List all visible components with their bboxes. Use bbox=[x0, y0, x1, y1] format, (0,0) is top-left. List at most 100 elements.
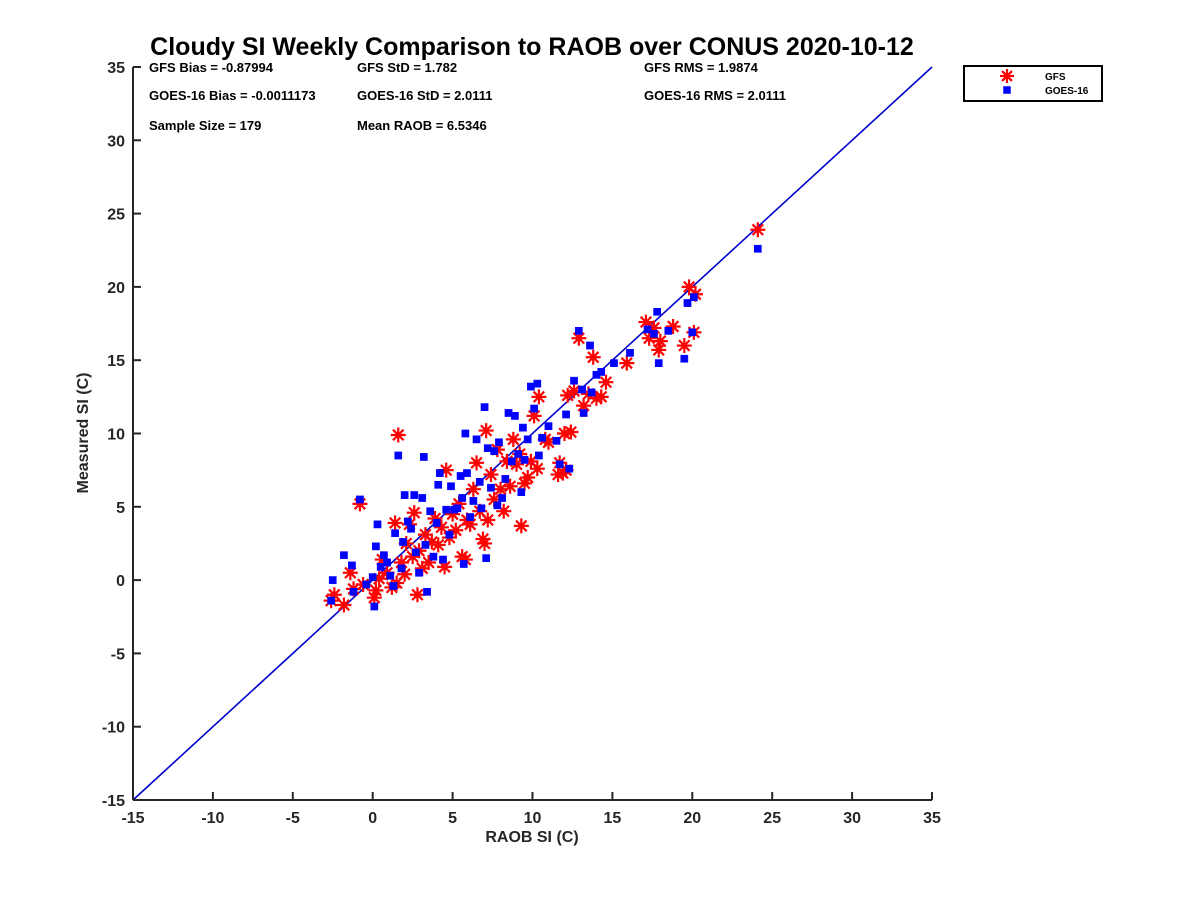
goes16-point bbox=[400, 491, 409, 499]
goes16-point bbox=[562, 410, 570, 419]
gfs-point bbox=[651, 342, 667, 358]
gfs-point bbox=[566, 383, 582, 399]
goes16-point bbox=[753, 244, 762, 253]
gfs-point bbox=[480, 512, 496, 528]
goes16-point bbox=[380, 551, 388, 560]
x-axis-label: RAOB SI (C) bbox=[485, 829, 578, 846]
y-tick-label: -15 bbox=[102, 793, 125, 810]
goes16-point bbox=[501, 475, 510, 483]
gfs-point bbox=[563, 424, 579, 440]
goes16-point bbox=[445, 530, 454, 539]
goes16-point bbox=[407, 524, 415, 533]
goes16-point bbox=[517, 488, 526, 496]
gfs-point bbox=[433, 519, 449, 535]
y-tick-label: 25 bbox=[107, 207, 125, 224]
goes16-point bbox=[327, 596, 336, 605]
goes16-point bbox=[579, 409, 588, 417]
gfs-point bbox=[427, 511, 443, 527]
goes16-point bbox=[410, 491, 419, 499]
gfs-point bbox=[665, 318, 681, 334]
goes16-point bbox=[680, 354, 689, 363]
gfs-point bbox=[387, 515, 403, 531]
gfs-point bbox=[652, 333, 668, 349]
goes16-point bbox=[565, 464, 574, 473]
gfs-point bbox=[681, 279, 697, 295]
goes16-point bbox=[419, 453, 428, 461]
gfs-point bbox=[638, 314, 654, 330]
legend-marker bbox=[1003, 86, 1011, 94]
gfs-point bbox=[462, 516, 478, 532]
gfs-point bbox=[593, 389, 609, 405]
gfs-point bbox=[438, 462, 454, 478]
gfs-point bbox=[374, 552, 390, 568]
goes16-point bbox=[376, 563, 385, 571]
gfs-point bbox=[465, 481, 481, 497]
goes16-point bbox=[383, 558, 391, 567]
goes16-point bbox=[368, 573, 377, 582]
goes16-point bbox=[544, 422, 553, 431]
gfs-point bbox=[509, 456, 525, 472]
x-tick-label: 0 bbox=[368, 810, 377, 827]
gfs-point bbox=[336, 597, 352, 613]
goes16-point bbox=[507, 457, 516, 466]
gfs-point bbox=[406, 505, 422, 521]
goes16-point bbox=[690, 293, 698, 302]
x-tick-label: 35 bbox=[923, 810, 941, 827]
y-tick-label: -5 bbox=[111, 646, 125, 663]
goes16-point bbox=[421, 541, 430, 549]
gfs-point bbox=[550, 467, 566, 483]
goes16-point bbox=[538, 434, 546, 442]
x-tick-label: 15 bbox=[604, 810, 622, 827]
goes16-point bbox=[480, 403, 489, 411]
goes16-point bbox=[415, 568, 423, 577]
legend: GFS GOES-16 bbox=[963, 65, 1103, 102]
goes16-point bbox=[391, 529, 399, 538]
gfs-point bbox=[588, 390, 604, 406]
gfs-point bbox=[371, 571, 387, 587]
gfs-point bbox=[397, 566, 413, 582]
gfs-point bbox=[499, 453, 515, 469]
y-tick-label: 5 bbox=[116, 500, 125, 517]
gfs-point bbox=[417, 527, 433, 543]
goes16-point bbox=[370, 602, 379, 611]
x-tick-label: -5 bbox=[286, 810, 300, 827]
gfs-point bbox=[430, 537, 446, 553]
goes16-point bbox=[434, 480, 443, 489]
goes16-point bbox=[511, 412, 519, 420]
goes16-point bbox=[389, 582, 398, 590]
gfs-point bbox=[448, 522, 464, 538]
goes16-point bbox=[653, 307, 661, 316]
goes16-point bbox=[574, 327, 583, 335]
goes16-point bbox=[493, 501, 502, 510]
stat-annotation: GFS Bias = -0.87994 bbox=[149, 60, 274, 75]
goes16-point bbox=[466, 513, 475, 521]
y-tick-label: 0 bbox=[116, 573, 125, 590]
gfs-point bbox=[390, 427, 406, 443]
goes16-point bbox=[469, 497, 478, 505]
x-tick-label: -10 bbox=[201, 810, 224, 827]
goes16-point bbox=[397, 564, 406, 573]
legend-marker bbox=[1000, 69, 1014, 83]
goes16-point bbox=[535, 451, 543, 460]
goes16-point bbox=[578, 385, 586, 394]
x-tick-label: 25 bbox=[763, 810, 781, 827]
goes16-point bbox=[362, 580, 371, 589]
goes16-point bbox=[664, 327, 673, 335]
goes16-point bbox=[519, 423, 527, 432]
stat-annotation: GOES-16 Bias = -0.0011173 bbox=[149, 88, 316, 103]
goes16-point bbox=[418, 494, 427, 502]
gfs-point bbox=[676, 338, 692, 354]
series-goes-16 bbox=[327, 244, 762, 611]
gfs-point bbox=[451, 496, 467, 512]
gfs-point bbox=[483, 467, 499, 483]
gfs-point bbox=[523, 453, 539, 469]
goes16-point bbox=[399, 538, 407, 546]
goes16-point bbox=[439, 555, 447, 564]
goes16-point bbox=[463, 469, 471, 477]
gfs-point bbox=[517, 475, 533, 491]
gfs-point bbox=[424, 534, 440, 550]
gfs-point bbox=[393, 555, 409, 571]
goes16-point bbox=[372, 542, 380, 551]
goes16-point bbox=[688, 328, 697, 337]
chart-title: Cloudy SI Weekly Comparison to RAOB over… bbox=[150, 33, 914, 61]
